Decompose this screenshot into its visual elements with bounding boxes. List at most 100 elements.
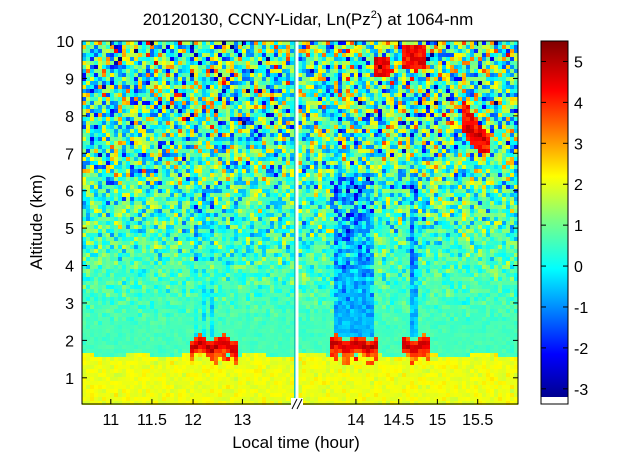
heatmap-cell [122, 69, 126, 73]
heatmap-cell [274, 97, 278, 101]
heatmap-cell [146, 189, 150, 193]
heatmap-cell [338, 53, 342, 57]
heatmap-cell [298, 89, 302, 93]
heatmap-cell [218, 49, 222, 53]
heatmap-cell [90, 41, 94, 45]
heatmap-cell [262, 193, 266, 197]
heatmap-cell [282, 209, 286, 213]
heatmap-cell [454, 45, 458, 49]
heatmap-cell [150, 173, 154, 177]
heatmap-cell [174, 61, 178, 65]
heatmap-cell [450, 161, 454, 165]
heatmap-cell [302, 137, 306, 141]
heatmap-cell [106, 197, 110, 201]
heatmap-cell [342, 53, 346, 57]
heatmap-cell [322, 221, 326, 225]
heatmap-cell [234, 97, 238, 101]
heatmap-cell [134, 125, 138, 129]
heatmap-cell [482, 205, 486, 209]
heatmap-cell [398, 145, 402, 149]
heatmap-cell [98, 65, 102, 69]
heatmap-cell [382, 125, 386, 129]
heatmap-cell [406, 185, 410, 189]
heatmap-cell [430, 205, 434, 209]
heatmap-cell [86, 217, 90, 221]
heatmap-cell [206, 165, 210, 169]
heatmap-cell [334, 221, 338, 225]
heatmap-cell [162, 165, 166, 169]
heatmap-cell [230, 217, 234, 221]
heatmap-cell [354, 85, 358, 89]
heatmap-cell [174, 117, 178, 121]
heatmap-cell [210, 61, 214, 65]
heatmap-cell [118, 177, 122, 181]
heatmap-cell [138, 105, 142, 109]
heatmap-cell [410, 57, 414, 61]
heatmap-cell [178, 185, 182, 189]
heatmap-cell [306, 41, 310, 45]
heatmap-cell [458, 169, 462, 173]
heatmap-cell [98, 133, 102, 137]
heatmap-cell [86, 105, 90, 109]
heatmap-cell [466, 209, 470, 213]
heatmap-cell [402, 117, 406, 121]
heatmap-cell [262, 45, 266, 49]
heatmap-cell [330, 125, 334, 129]
heatmap-cell [182, 193, 186, 197]
heatmap-cell [82, 113, 86, 117]
heatmap-cell [290, 137, 294, 141]
heatmap-cell [322, 65, 326, 69]
heatmap-cell [410, 205, 414, 209]
heatmap-cell [454, 113, 458, 117]
heatmap-cell [310, 41, 314, 45]
heatmap-cell [130, 57, 134, 61]
heatmap-cell [474, 213, 478, 217]
heatmap-cell [366, 197, 370, 201]
heatmap-cell [178, 113, 182, 117]
heatmap-cell [346, 181, 350, 185]
heatmap-cell [410, 129, 414, 133]
heatmap-cell [510, 57, 514, 61]
heatmap-cell [166, 157, 170, 161]
heatmap-cell [502, 221, 506, 225]
heatmap-cell [510, 149, 514, 153]
heatmap-cell [490, 177, 494, 181]
heatmap-cell [386, 89, 390, 93]
heatmap-cell [106, 225, 110, 229]
heatmap-cell [170, 201, 174, 205]
heatmap-cell [246, 177, 250, 181]
heatmap-cell [182, 225, 186, 229]
heatmap-cell [246, 77, 250, 81]
heatmap-cell [206, 89, 210, 93]
heatmap-cell [162, 57, 166, 61]
heatmap-cell [154, 197, 158, 201]
heatmap-cell [82, 77, 86, 81]
heatmap-cell [338, 77, 342, 81]
heatmap-cell [266, 105, 270, 109]
heatmap-cell [86, 197, 90, 201]
heatmap-cell [354, 113, 358, 117]
heatmap-cell [166, 61, 170, 65]
heatmap-cell [510, 197, 514, 201]
heatmap-cell [82, 157, 86, 161]
heatmap-cell [326, 153, 330, 157]
heatmap-cell [510, 221, 514, 225]
heatmap-cell [278, 217, 282, 221]
heatmap-cell [186, 205, 190, 209]
heatmap-cell [170, 117, 174, 121]
heatmap-cell [98, 209, 102, 213]
heatmap-cell [146, 217, 150, 221]
heatmap-cell [138, 145, 142, 149]
heatmap-cell [82, 105, 86, 109]
heatmap-cell [222, 181, 226, 185]
heatmap-cell [334, 149, 338, 153]
heatmap-cell [166, 165, 170, 169]
heatmap-cell [494, 149, 498, 153]
heatmap-cell [422, 165, 426, 169]
heatmap-cell [390, 121, 394, 125]
heatmap-cell [258, 117, 262, 121]
heatmap-cell [230, 197, 234, 201]
heatmap-cell [222, 101, 226, 105]
heatmap-cell [290, 149, 294, 153]
heatmap-cell [110, 169, 114, 173]
